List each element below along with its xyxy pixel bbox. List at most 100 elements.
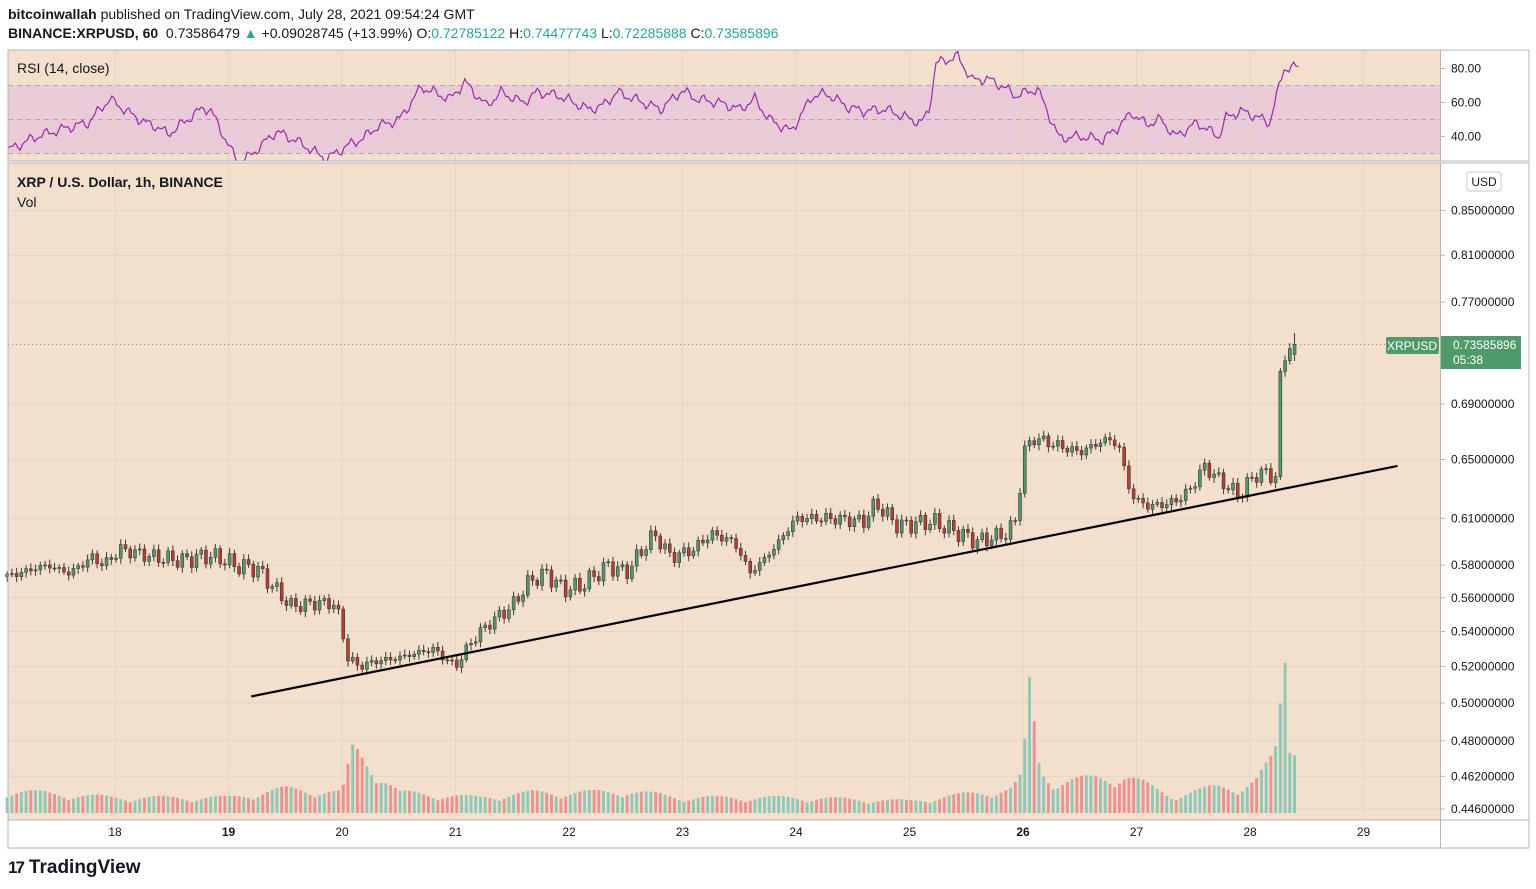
symbol-name[interactable]: BINANCE:XRPUSD, 60 xyxy=(8,25,159,41)
volume-bar xyxy=(706,796,710,813)
candle-body xyxy=(1136,497,1141,500)
volume-bar xyxy=(332,790,336,813)
candle-body xyxy=(800,515,805,523)
candle-body xyxy=(478,627,483,643)
candle-body xyxy=(388,657,393,661)
candle-body xyxy=(10,573,14,575)
volume-bar xyxy=(923,801,927,813)
low-value: 0.72285888 xyxy=(612,25,687,41)
x-tick-label: 20 xyxy=(335,825,349,839)
candle-body xyxy=(625,564,629,579)
volume-bar xyxy=(370,775,374,813)
volume-bar xyxy=(559,798,563,813)
candle-body xyxy=(1146,502,1150,510)
volume-bar xyxy=(1084,775,1088,813)
volume-bar xyxy=(772,795,776,813)
candle-body xyxy=(14,573,19,578)
volume-bar xyxy=(422,794,426,813)
volume-bar xyxy=(554,796,558,813)
volume-bar xyxy=(649,791,653,813)
candle-body xyxy=(828,513,833,520)
x-tick-label: 24 xyxy=(789,825,803,839)
candle-body xyxy=(975,539,980,549)
volume-bar xyxy=(886,799,889,813)
volume-bar xyxy=(1018,774,1022,813)
candle-body xyxy=(729,537,734,539)
candle-body xyxy=(937,513,942,529)
brand-footer[interactable]: 17 TradingView xyxy=(8,857,141,879)
volume-bar xyxy=(639,791,643,813)
volume-bar xyxy=(980,794,984,813)
candle-body xyxy=(265,568,270,589)
author-name[interactable]: bitcoinwallah xyxy=(8,6,97,22)
candle-body xyxy=(933,513,937,525)
candle-body xyxy=(346,638,350,662)
price-badge: XRPUSD 0.73585896 05:38 xyxy=(1386,336,1521,369)
x-tick-label: 22 xyxy=(562,825,576,839)
candle-body xyxy=(1264,468,1268,470)
y-tick-label: 0.61000000 xyxy=(1451,511,1515,525)
rsi-tick-label: 80.00 xyxy=(1451,62,1481,76)
candle-body xyxy=(1084,447,1089,456)
volume-bar xyxy=(843,797,847,813)
candle-body xyxy=(175,560,180,568)
volume-bar xyxy=(767,796,771,813)
volume-bar xyxy=(1203,786,1207,813)
candle-body xyxy=(1160,502,1164,509)
volume-bar xyxy=(928,802,932,813)
volume-bar xyxy=(848,798,852,813)
trendline-group[interactable] xyxy=(250,464,1398,698)
volume-bar xyxy=(1056,788,1060,813)
volume-bar xyxy=(1009,788,1013,813)
volume-bar xyxy=(938,799,942,813)
volume-bar xyxy=(682,802,686,813)
candle-body xyxy=(649,530,653,551)
volume-bar xyxy=(994,795,998,813)
support-trendline xyxy=(250,464,1398,698)
y-tick-label: 0.52000000 xyxy=(1451,660,1515,674)
volume-bar xyxy=(829,797,833,813)
volume-bar xyxy=(1288,752,1292,813)
volume-bar xyxy=(753,799,757,813)
candle-body xyxy=(171,550,175,561)
candle-body xyxy=(166,550,170,563)
candle-body xyxy=(66,571,71,576)
x-tick-label: 19 xyxy=(222,825,236,839)
candle-body xyxy=(469,642,473,646)
candle-body xyxy=(1004,538,1008,540)
volume-bar xyxy=(1193,790,1197,813)
candle-body xyxy=(213,548,218,558)
volume-bar xyxy=(781,796,785,813)
volume-bar xyxy=(975,793,979,813)
volume-bar xyxy=(403,790,407,813)
candle-body xyxy=(951,519,956,531)
volume-bar xyxy=(237,796,241,813)
y-tick-label: 0.58000000 xyxy=(1451,558,1515,572)
candle-body xyxy=(1179,500,1183,503)
volume-bar xyxy=(341,784,345,813)
volume-bar xyxy=(114,797,118,813)
volume-bar xyxy=(322,793,326,813)
currency-button[interactable] xyxy=(1466,171,1502,192)
volume-bar xyxy=(1122,779,1126,813)
y-tick-label: 0.46200000 xyxy=(1451,769,1515,783)
volume-bar xyxy=(904,799,908,813)
candle-body xyxy=(308,598,312,602)
candle-body xyxy=(530,575,535,581)
candle-body xyxy=(549,569,554,588)
volume-bar xyxy=(1155,788,1159,813)
volume-bar xyxy=(762,796,766,813)
volume-bar xyxy=(1236,794,1240,813)
volume-bar xyxy=(355,748,359,813)
volume-bar xyxy=(195,800,198,813)
candle-body xyxy=(1292,344,1297,355)
volume-bar xyxy=(34,790,38,813)
volume-bar xyxy=(1146,782,1150,813)
volume-bar xyxy=(1174,800,1178,813)
volume-bar xyxy=(1283,662,1287,813)
candle-body xyxy=(104,557,109,567)
candle-body xyxy=(644,549,648,556)
volume-bar xyxy=(1108,783,1112,813)
y-tick-label: 0.69000000 xyxy=(1451,397,1515,411)
